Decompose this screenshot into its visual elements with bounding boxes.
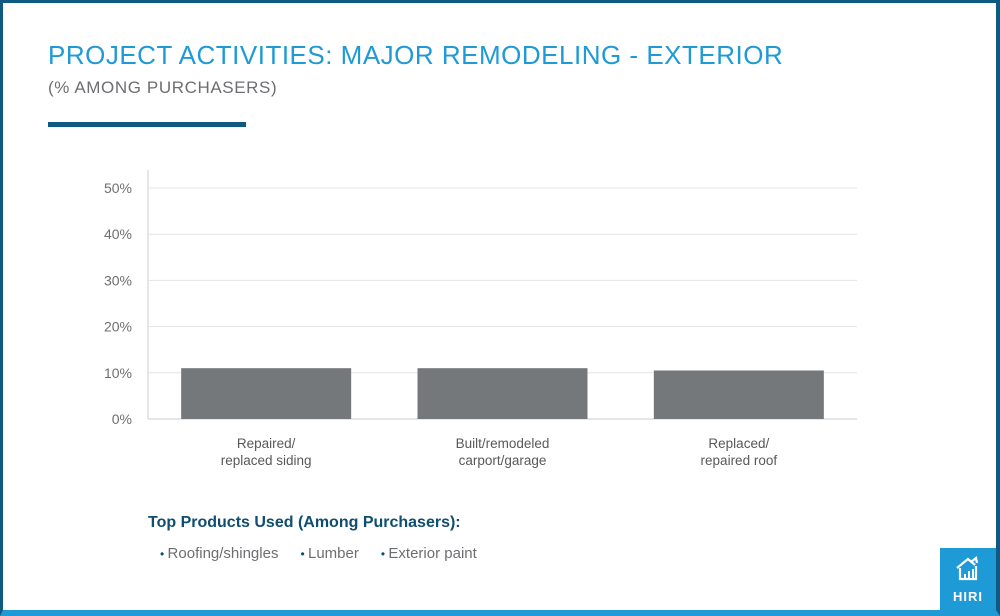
bar	[417, 368, 588, 419]
x-tick-label: repaired roof	[701, 453, 778, 468]
product-item: Lumber	[300, 545, 359, 562]
title-divider	[48, 122, 246, 127]
products-list: Roofing/shingles Lumber Exterior paint	[160, 545, 477, 562]
page-subtitle: (% AMONG PURCHASERS)	[48, 78, 278, 97]
products-title: Top Products Used (Among Purchasers):	[148, 514, 461, 531]
x-tick-label: Repaired/	[237, 436, 296, 451]
product-item: Roofing/shingles	[160, 545, 279, 562]
bar	[653, 370, 824, 419]
bar	[181, 368, 352, 419]
logo-text: HIRI	[953, 589, 983, 604]
bar-chart: 0% 10% 20% 30% 40% 50% Repaired/replaced sidin…	[104, 170, 857, 468]
y-tick-label: 30%	[104, 272, 132, 288]
y-tick-label: 50%	[104, 180, 132, 196]
x-tick-label: Replaced/	[708, 436, 769, 451]
house-chart-icon	[956, 556, 979, 581]
y-tick-label: 0%	[112, 411, 132, 427]
y-tick-label: 40%	[104, 226, 132, 242]
x-tick-label: replaced siding	[221, 453, 312, 468]
hiri-logo: HIRI	[940, 548, 996, 610]
x-tick-label: carport/garage	[459, 453, 547, 468]
page-title: PROJECT ACTIVITIES: MAJOR REMODELING - E…	[48, 40, 784, 70]
product-item: Exterior paint	[381, 545, 476, 562]
x-tick-label: Built/remodeled	[456, 436, 550, 451]
y-tick-label: 20%	[104, 319, 132, 335]
y-tick-label: 10%	[104, 365, 132, 381]
